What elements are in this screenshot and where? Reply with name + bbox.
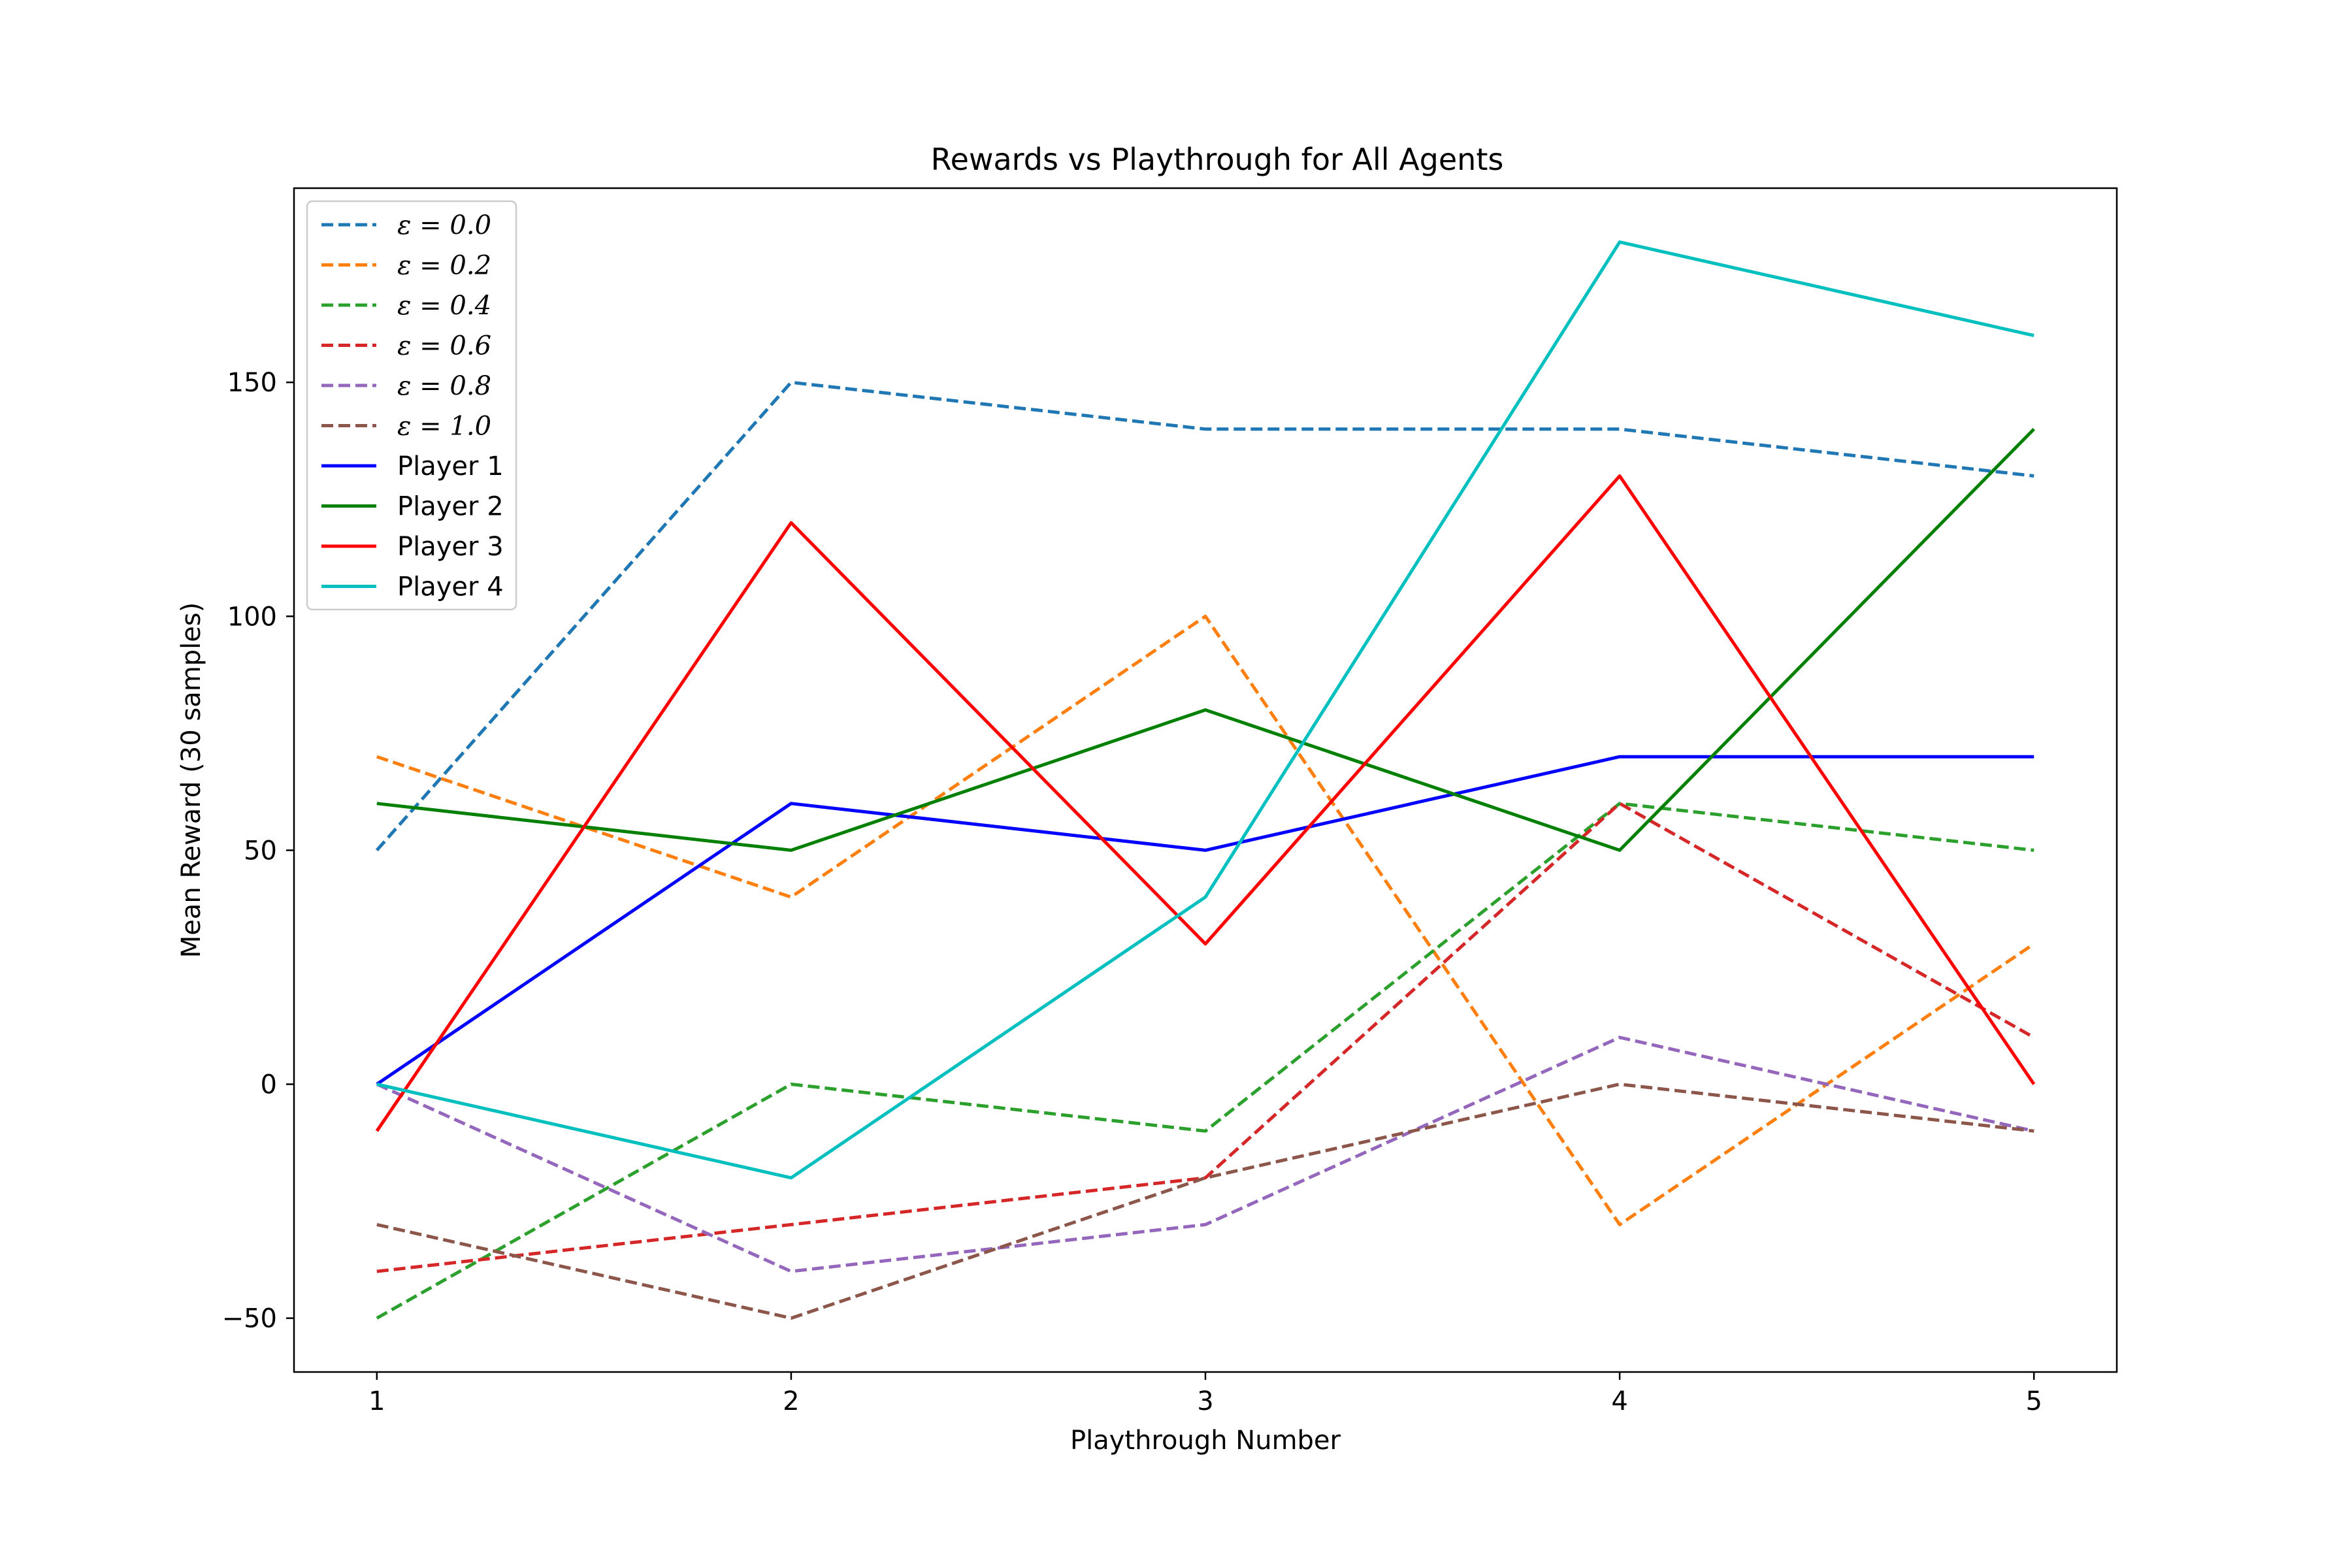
series-line-6: [376, 1083, 2034, 1320]
legend-entries: ε = 0.0 ε = 0.2 ε = 0.4 ε = 0.6 ε = 0.8 ε = 1…: [321, 210, 504, 602]
legend-label: ε = 0.4: [397, 291, 491, 321]
y-tick-label: 150: [227, 368, 277, 398]
legend-label: ε = 0.6: [397, 331, 491, 361]
series-line-2: [376, 614, 2035, 1226]
legend-label: ε = 0.2: [397, 251, 491, 281]
series-line-5: [376, 1036, 2034, 1273]
legend: ε = 0.0 ε = 0.2 ε = 0.4 ε = 0.6 ε = 0.8 ε = 1…: [306, 200, 517, 611]
legend-label: ε = 0.8: [397, 371, 491, 401]
series-layer: [375, 240, 2036, 1320]
x-tick-label: 4: [1611, 1386, 1627, 1416]
y-axis-label: Mean Reward (30 samples): [176, 602, 206, 958]
series-line-8: [376, 428, 2035, 852]
legend-label: ε = 1.0: [397, 412, 491, 442]
series-line-4: [376, 802, 2035, 1273]
legend-label: Player 1: [397, 451, 504, 482]
y-axis-ticks: −50 0 50 100 150: [222, 368, 294, 1334]
y-tick-label: 50: [244, 836, 277, 866]
legend-label: Player 3: [397, 532, 504, 562]
series-line-10: [376, 240, 2034, 1180]
legend-label: ε = 0.0: [397, 210, 491, 240]
y-tick-label: 0: [261, 1070, 277, 1100]
plot-area: 1 2 3 4 5 −50 0 50 100 150: [222, 187, 2118, 1416]
y-tick-label: 100: [227, 602, 277, 632]
series-line-1: [375, 380, 2034, 852]
x-tick-label: 3: [1197, 1386, 1213, 1416]
legend-label: Player 4: [397, 572, 504, 602]
chart-title: Rewards vs Playthrough for All Agents: [931, 142, 1504, 177]
series-line-9: [375, 474, 2036, 1132]
x-axis-label: Playthrough Number: [1070, 1426, 1341, 1456]
x-tick-label: 1: [368, 1386, 385, 1416]
series-line-7: [376, 755, 2034, 1086]
x-axis-ticks: 1 2 3 4 5: [368, 1372, 2042, 1416]
x-tick-label: 5: [2025, 1386, 2042, 1416]
series-line-3: [376, 802, 2034, 1320]
x-tick-label: 2: [783, 1386, 799, 1416]
legend-label: Player 2: [397, 492, 504, 522]
y-tick-label: −50: [222, 1304, 277, 1334]
